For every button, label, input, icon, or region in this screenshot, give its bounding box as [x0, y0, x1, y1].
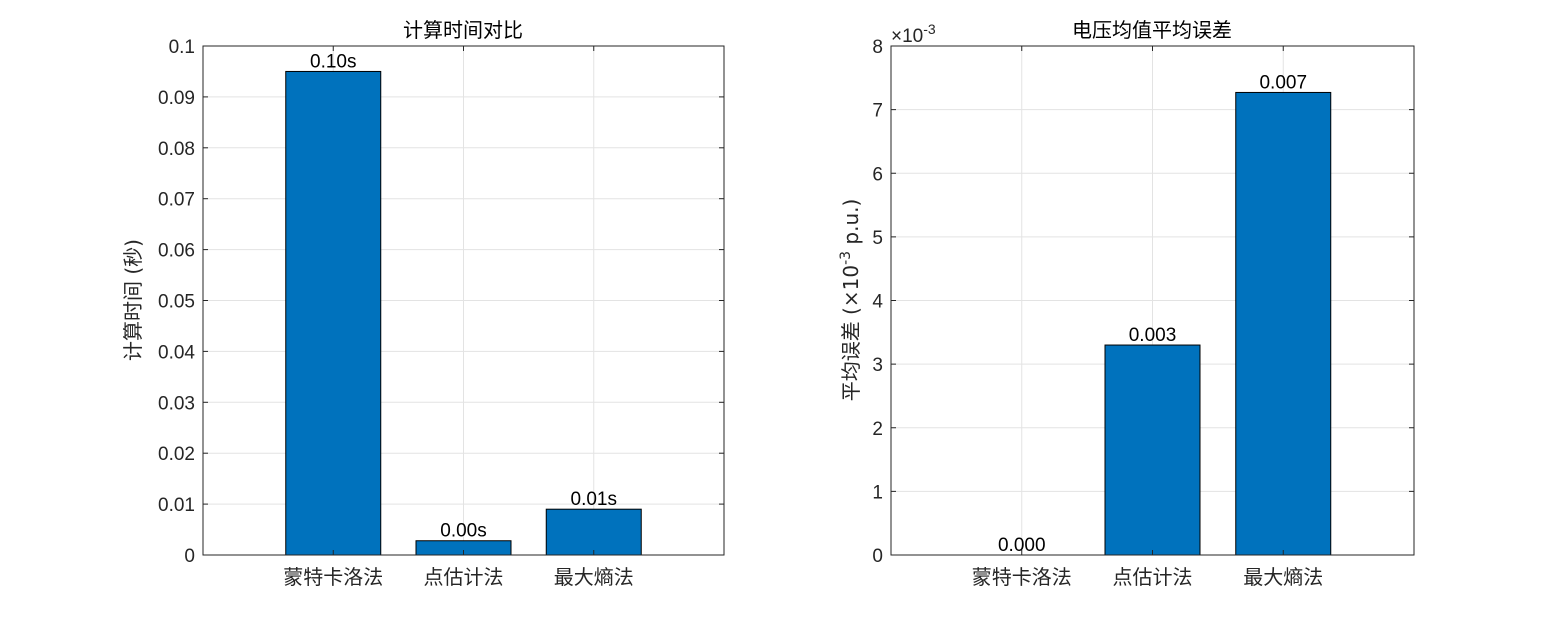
chart-title: 计算时间对比: [403, 18, 523, 42]
y-tick-label: 0.08: [158, 139, 195, 160]
bars: [1104, 91, 1332, 556]
x-tick-label: 点估计法: [424, 565, 504, 589]
data-label: 0.00s: [440, 521, 486, 542]
y-tick-label: 0.1: [169, 37, 195, 58]
bar: [1235, 91, 1332, 556]
y-tick-label: 0.05: [158, 292, 195, 313]
y-tick-label: 0.06: [158, 241, 195, 262]
y-axis-label: 计算时间 (秒): [121, 239, 145, 361]
y-tick-label: 4: [872, 292, 883, 313]
y-tick-label: 0.03: [158, 393, 195, 414]
data-label: 0.007: [1259, 72, 1307, 93]
data-label: 0.01s: [571, 489, 617, 510]
x-tick-label: 最大熵法: [1243, 565, 1323, 589]
chart-computation-time: 0 0.01 0.02 0.03 0.04 0.05 0.06 0.07 0.08 0.09 0.1…: [121, 18, 725, 589]
y-tick-label: 6: [872, 164, 883, 185]
chart-title: 电压均值平均误差: [1072, 18, 1232, 42]
x-tick-label: 蒙特卡洛法: [972, 565, 1072, 589]
y-axis-label-prefix: 平均误差 (×10: [839, 265, 863, 401]
data-labels: 0.10s 0.00s 0.01s: [310, 51, 617, 541]
exponent-base: ×10: [891, 26, 923, 47]
data-label: 0.10s: [310, 51, 356, 72]
y-tick-label: 0.01: [158, 495, 195, 516]
y-axis-label-exponent: -3: [838, 251, 854, 265]
ticks: 0 1 2 3 4 5 6 7 8 蒙特卡洛法 点估计法 最大熵法: [872, 37, 1414, 589]
y-tick-label: 2: [872, 419, 883, 440]
y-tick-label: 0.04: [158, 342, 195, 363]
y-tick-label: 1: [872, 482, 883, 503]
ticks: 0 0.01 0.02 0.03 0.04 0.05 0.06 0.07 0.08 0.09 0.1…: [158, 37, 724, 589]
data-label: 0.000: [998, 535, 1046, 556]
y-tick-label: 0.09: [158, 88, 195, 109]
y-tick-label: 8: [872, 37, 883, 58]
data-label: 0.003: [1129, 325, 1177, 346]
bar: [545, 508, 642, 556]
y-tick-label: 5: [872, 228, 883, 249]
bar: [285, 70, 382, 556]
bar: [1104, 344, 1201, 556]
x-tick-label: 最大熵法: [554, 565, 634, 589]
y-tick-label: 3: [872, 355, 883, 376]
y-tick-label: 0.07: [158, 190, 195, 211]
exponent-label: ×10-3: [891, 21, 936, 47]
data-labels: 0.000 0.003 0.007: [998, 72, 1307, 556]
exponent-power: -3: [923, 21, 936, 37]
y-tick-label: 7: [872, 101, 883, 122]
y-axis-label-suffix: p.u.): [839, 199, 863, 251]
chart-voltage-mean-error: 0 1 2 3 4 5 6 7 8 蒙特卡洛法 点估计法 最大熵法 0.000 0.003 0.007 电…: [838, 18, 1415, 589]
y-tick-label: 0.02: [158, 444, 195, 465]
y-tick-label: 0: [872, 546, 883, 567]
y-axis-label: 平均误差 (×10-3 p.u.): [838, 199, 863, 402]
x-tick-label: 点估计法: [1113, 565, 1193, 589]
y-tick-label: 0: [184, 546, 195, 567]
bars: [285, 70, 642, 556]
x-tick-label: 蒙特卡洛法: [283, 565, 383, 589]
